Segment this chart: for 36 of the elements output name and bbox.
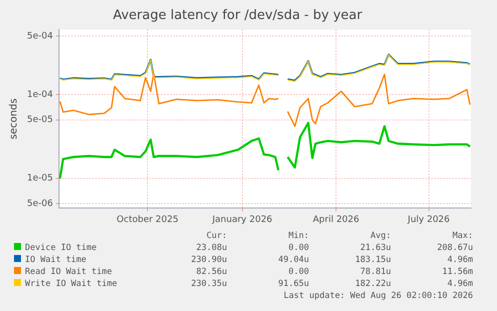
- text: 21.63u: [359, 242, 391, 254]
- y-tick-label: 5e-05: [26, 115, 53, 126]
- text: 0.00: [288, 266, 309, 278]
- x-tick-label: January 2026: [211, 214, 273, 225]
- text: 182.22u: [354, 278, 391, 290]
- y-tick-label: 1e-04: [26, 90, 54, 100]
- text: 23.08u: [195, 242, 227, 254]
- text: 0.00: [288, 242, 309, 254]
- x-tick-label: July 2026: [406, 214, 450, 225]
- y-tick-label: 1e-05: [26, 174, 53, 184]
- x-tick-label: October 2025: [116, 214, 178, 225]
- legend-label: Device IO time: [24, 242, 98, 254]
- text: 4.96m: [446, 278, 473, 290]
- text: 49.04u: [277, 254, 309, 266]
- text: 82.56u: [195, 266, 227, 278]
- text: Last update: Wed Aug 26 02:00:10 2026: [282, 290, 473, 302]
- legend-label: Write IO Wait time: [24, 278, 118, 290]
- legend-label: IO Wait time: [24, 254, 88, 266]
- text: 4.96m: [446, 254, 473, 266]
- text: 208.67u: [436, 242, 473, 254]
- legend-label: Read IO Wait time: [24, 266, 113, 278]
- y-tick-label: 5e-04: [26, 32, 54, 42]
- text: 230.90u: [190, 254, 227, 266]
- text: 183.15u: [354, 254, 391, 266]
- y-axis-title: seconds: [8, 98, 20, 140]
- chart-title: Average latency for /dev/sda - by year: [112, 8, 363, 24]
- text: Cur:: [206, 230, 227, 242]
- text: Avg:: [370, 230, 391, 242]
- text: 11.56m: [441, 266, 473, 278]
- x-tick-label: April 2026: [312, 214, 360, 225]
- text: Max:: [452, 230, 473, 242]
- text: 91.65u: [277, 278, 309, 290]
- text: 230.35u: [190, 278, 227, 290]
- text: 78.81u: [359, 266, 391, 278]
- text: Min:: [288, 230, 309, 242]
- y-tick-label: 5e-06: [26, 198, 54, 209]
